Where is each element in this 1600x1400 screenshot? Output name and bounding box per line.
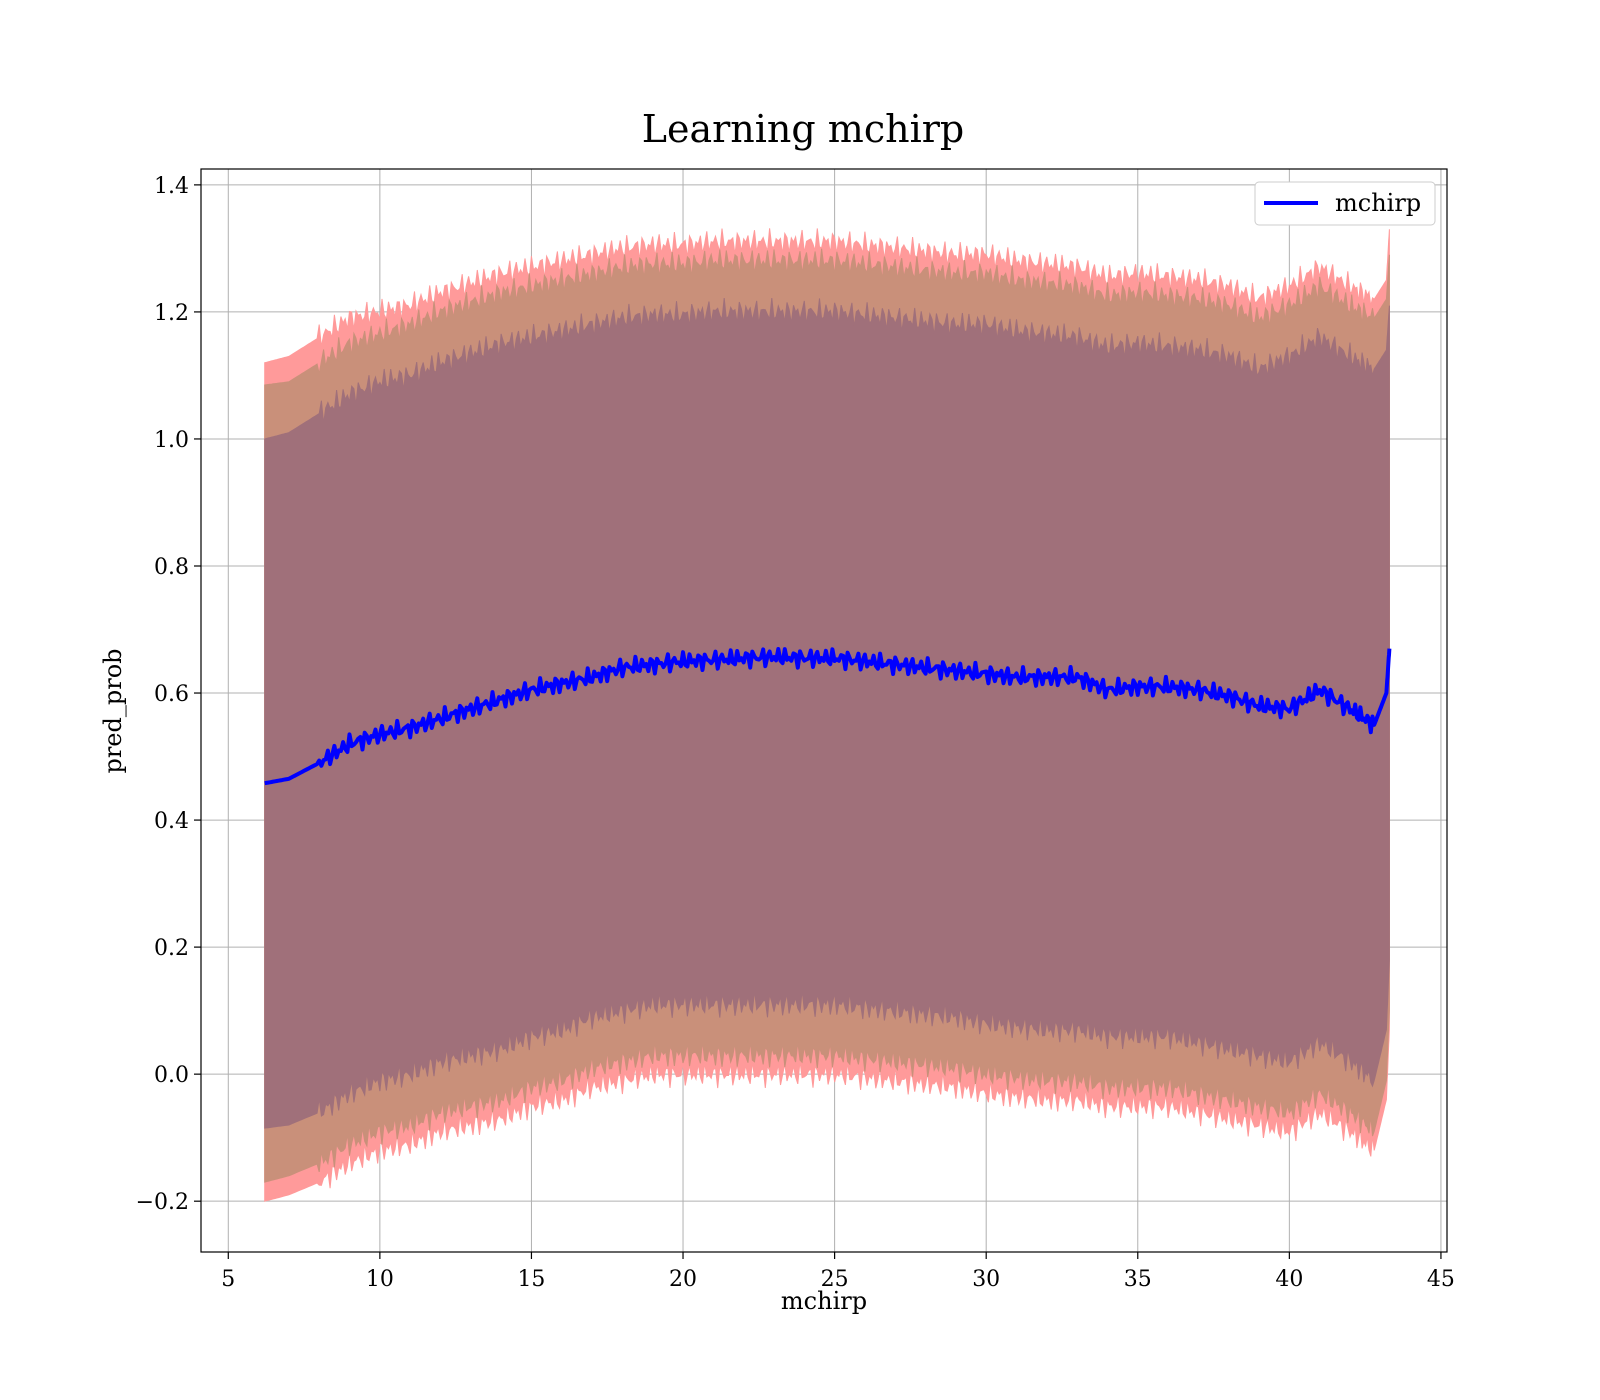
y-tick-label: −0.2	[136, 1190, 189, 1215]
series-lines	[264, 647, 1392, 786]
y-tick-label: 0.8	[154, 555, 189, 580]
x-tick-label: 30	[972, 1267, 1000, 1292]
y-axis-label: pred_prob	[99, 648, 127, 773]
legend-box	[1254, 181, 1436, 226]
y-tick-label: 0.0	[154, 1063, 189, 1088]
y-tick-label: 0.4	[154, 809, 189, 834]
legend-label: mchirp	[1335, 189, 1421, 217]
band-inner	[264, 297, 1390, 1129]
y-tick-label: 1.0	[154, 428, 189, 453]
x-tick-label: 25	[821, 1267, 849, 1292]
x-tick-label: 35	[1124, 1267, 1152, 1292]
y-tick-label: 0.6	[154, 682, 189, 707]
y-tick-label: 1.4	[154, 174, 189, 199]
y-axis-ticks: −0.2 0.0 0.2 0.4 0.6 0.8 1.0 1.2 1.4	[136, 174, 201, 1215]
x-tick-label: 15	[517, 1267, 545, 1292]
x-axis-ticks: 5 10 15 20 25 30 35 40 45	[221, 1252, 1455, 1292]
legend: mchirp	[1254, 181, 1436, 226]
x-tick-label: 40	[1275, 1267, 1303, 1292]
plot-frame	[200, 168, 1448, 1253]
x-tick-label: 20	[669, 1267, 697, 1292]
x-axis-label: mchirp	[781, 1287, 867, 1315]
x-tick-label: 10	[366, 1267, 394, 1292]
x-tick-label: 5	[221, 1267, 235, 1292]
series-line-mchirp	[264, 647, 1392, 786]
chart-title: Learning mchirp	[642, 107, 964, 151]
x-tick-label: 45	[1427, 1267, 1455, 1292]
y-tick-label: 1.2	[154, 301, 189, 326]
bands	[264, 228, 1390, 1202]
y-tick-label: 0.2	[154, 936, 189, 961]
